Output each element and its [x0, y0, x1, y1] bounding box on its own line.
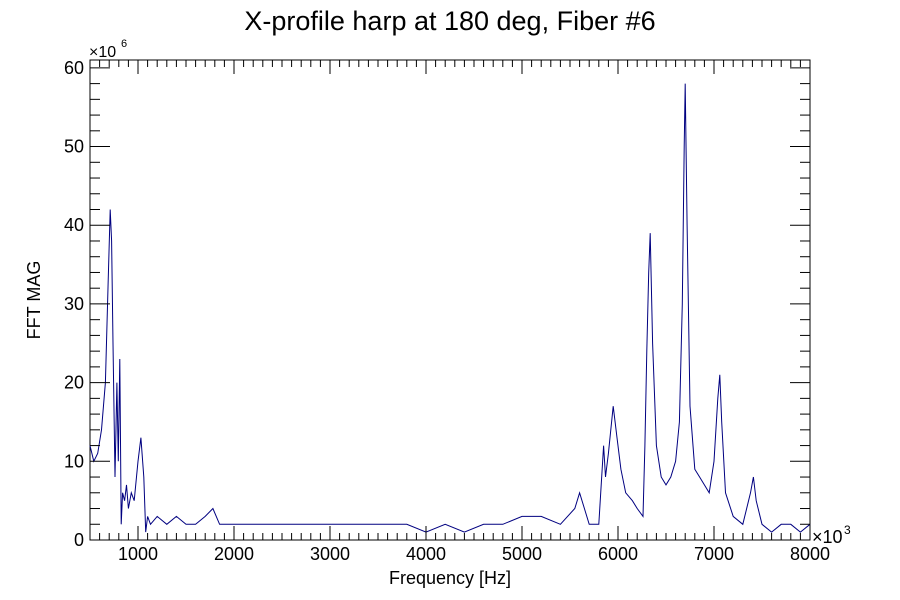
y-tick-label: 50 — [64, 137, 84, 157]
x-tick-label: 8000 — [790, 544, 830, 564]
series-line-0 — [89, 83, 811, 533]
y-tick-label: 60 — [64, 58, 84, 78]
x-tick-label: 4000 — [406, 544, 446, 564]
x-tick-label: 6000 — [598, 544, 638, 564]
x-multiplier: ×10 3 — [812, 523, 851, 547]
plot-frame — [89, 59, 811, 541]
x-multiplier-base: ×10 — [812, 527, 843, 547]
x-tick-label: 5000 — [502, 544, 542, 564]
chart-title: X-profile harp at 180 deg, Fiber #6 — [244, 6, 655, 36]
y-multiplier-base: ×10 — [89, 44, 116, 61]
y-multiplier: ×10 6 — [89, 38, 127, 61]
y-tick-label: 30 — [64, 294, 84, 314]
y-multiplier-exponent: 6 — [121, 38, 127, 50]
y-tick-label: 0 — [74, 530, 84, 550]
x-tick-label: 1000 — [118, 544, 158, 564]
y-axis-label: FFT MAG — [24, 261, 44, 340]
x-tick-label: 7000 — [694, 544, 734, 564]
x-axis-label: Frequency [Hz] — [389, 568, 511, 588]
x-tick-label: 2000 — [214, 544, 254, 564]
x-multiplier-exponent: 3 — [844, 523, 851, 537]
plot-area: 1000 2000 3000 4000 5000 6000 7000 8000 0 10 20 30 4… — [64, 58, 830, 564]
y-tick-label: 40 — [64, 215, 84, 235]
y-tick-label: 10 — [64, 451, 84, 471]
x-tick-label: 3000 — [310, 544, 350, 564]
y-tick-label: 20 — [64, 373, 84, 393]
